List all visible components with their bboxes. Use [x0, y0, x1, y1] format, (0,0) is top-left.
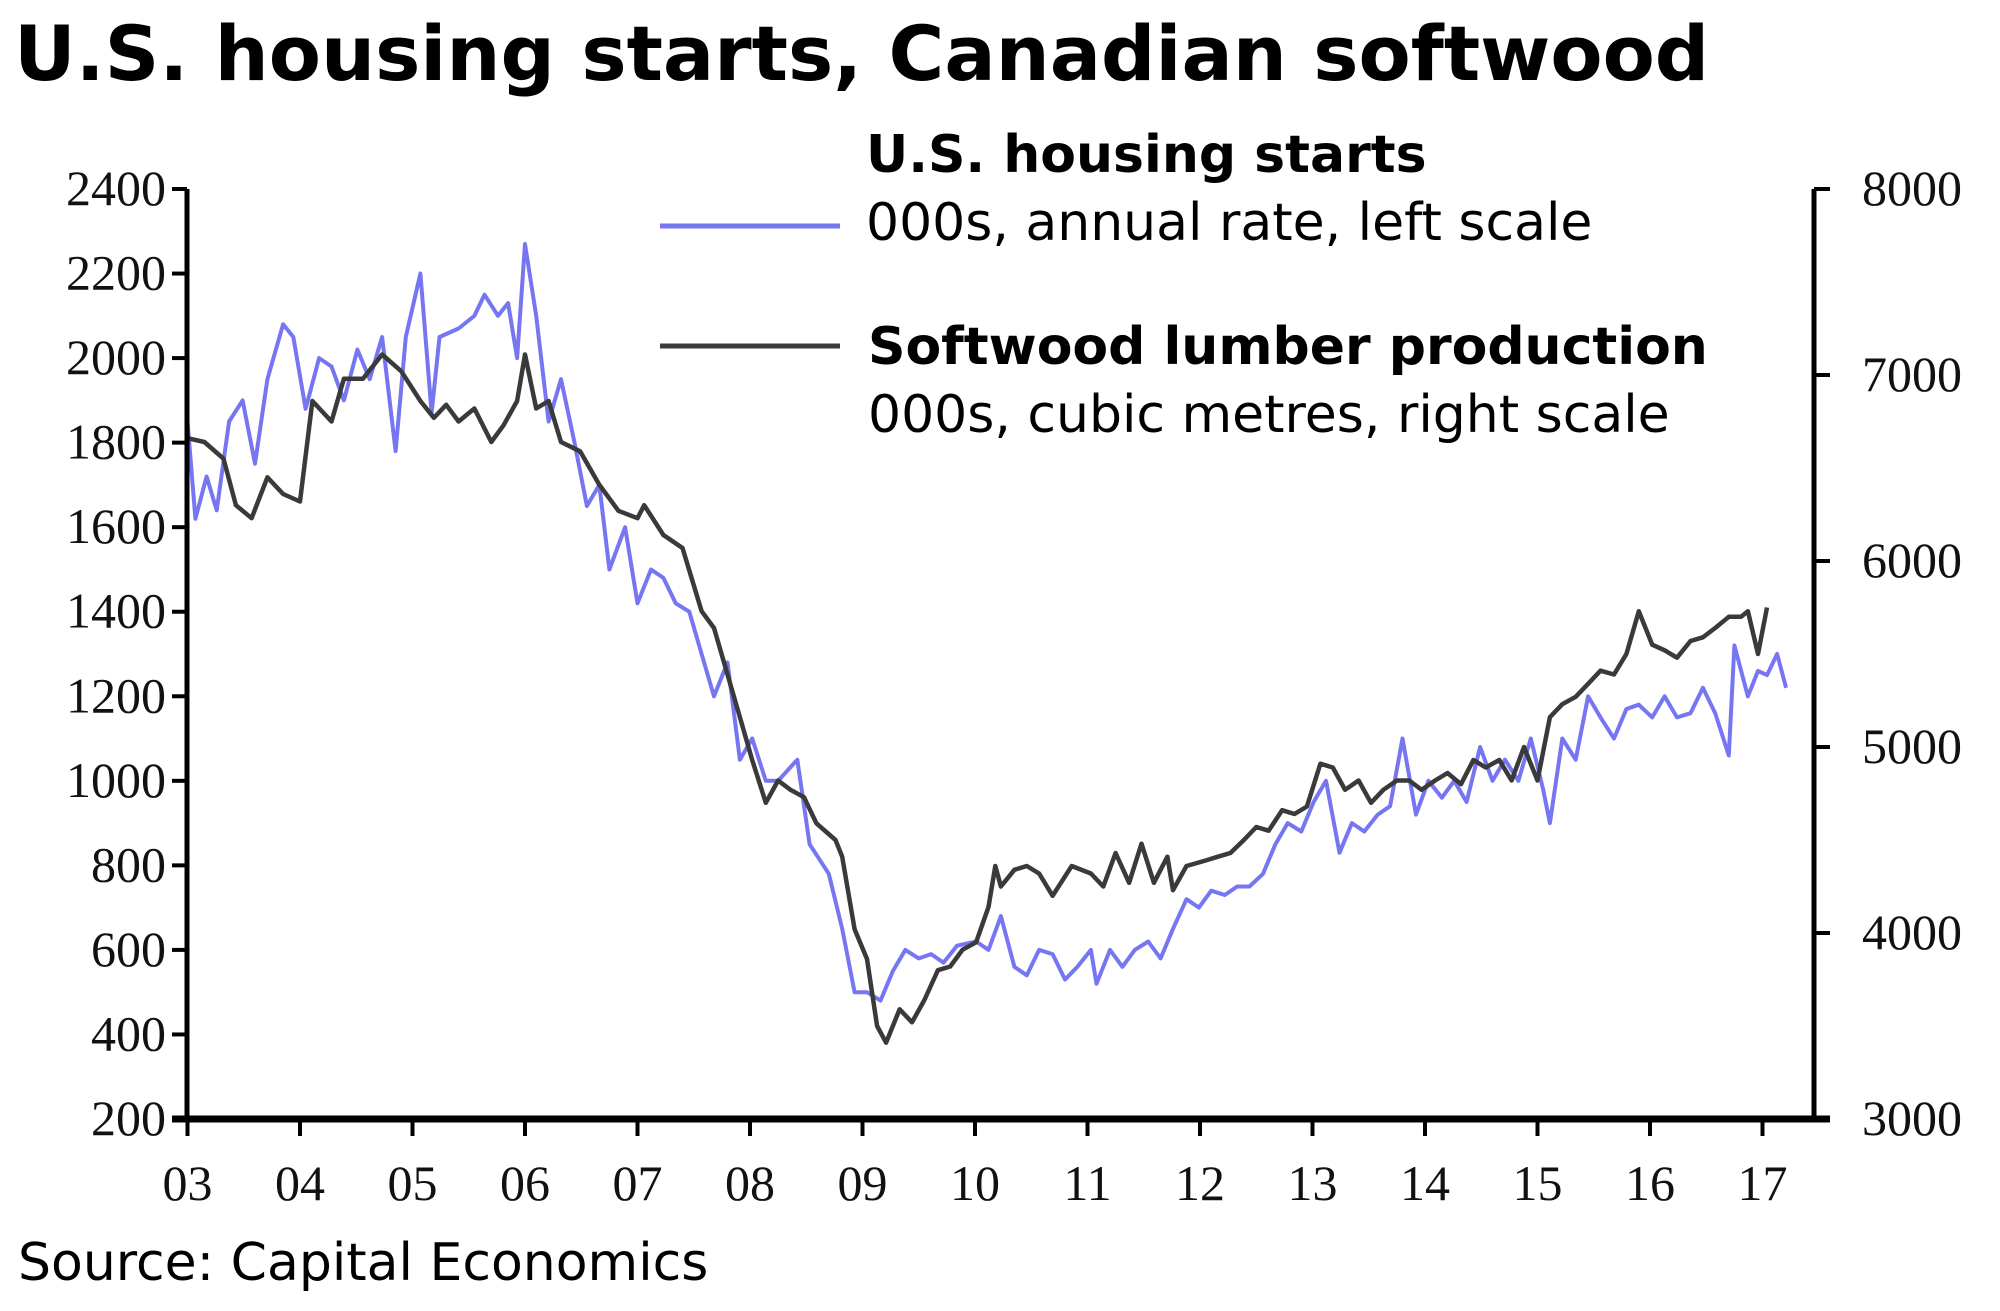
x-tick-label: 12 — [1175, 1155, 1225, 1211]
x-tick-label: 17 — [1738, 1155, 1788, 1211]
axes — [172, 189, 1830, 1123]
x-tick-label: 08 — [725, 1155, 775, 1211]
left-tick-label: 800 — [91, 836, 166, 892]
left-tick-label: 1800 — [66, 414, 166, 470]
x-tick-label: 03 — [163, 1155, 213, 1211]
x-tick-label: 11 — [1063, 1155, 1111, 1211]
left-tick-label: 1200 — [66, 667, 166, 723]
left-tick-label: 1400 — [66, 583, 166, 639]
left-tick-label: 1600 — [66, 498, 166, 554]
x-tick-label: 13 — [1288, 1155, 1338, 1211]
x-tick-label: 05 — [388, 1155, 438, 1211]
legend-title-softwood: Softwood lumber production — [868, 317, 1708, 377]
left-tick-label: 600 — [91, 921, 166, 977]
x-tick-label: 07 — [613, 1155, 663, 1211]
x-tick-label: 14 — [1400, 1155, 1450, 1211]
x-tick-label: 16 — [1625, 1155, 1675, 1211]
right-tick-label: 4000 — [1862, 904, 1962, 960]
x-tick-label: 04 — [275, 1155, 325, 1211]
right-tick-label: 6000 — [1862, 532, 1962, 588]
left-tick-label: 1000 — [66, 752, 166, 808]
legend-subtitle-softwood: 000s, cubic metres, right scale — [868, 385, 1670, 445]
left-tick-label: 400 — [91, 1005, 166, 1061]
chart-title: U.S. housing starts, Canadian softwood — [14, 9, 1709, 98]
legend: U.S. housing starts 000s, annual rate, l… — [660, 125, 1708, 445]
left-tick-label: 2000 — [66, 329, 166, 385]
x-tick-label: 06 — [500, 1155, 550, 1211]
x-tick-label: 10 — [950, 1155, 1000, 1211]
series-lines — [185, 242, 1789, 1045]
x-tick-label: 15 — [1513, 1155, 1563, 1211]
right-tick-label: 5000 — [1862, 718, 1962, 774]
left-tick-label: 2400 — [66, 160, 166, 216]
series-line-softwood-lumber — [187, 352, 1770, 1045]
ticks: 2400 2200 2000 1800 1600 1400 1200 1000 800 600 40… — [66, 160, 1962, 1211]
right-tick-label: 8000 — [1862, 160, 1962, 216]
legend-subtitle-housing: 000s, annual rate, left scale — [866, 193, 1592, 253]
left-tick-label: 200 — [91, 1090, 166, 1146]
right-tick-label: 7000 — [1862, 346, 1962, 402]
right-tick-label: 3000 — [1862, 1090, 1962, 1146]
left-tick-label: 2200 — [66, 245, 166, 301]
legend-title-housing: U.S. housing starts — [866, 125, 1427, 185]
source-note: Source: Capital Economics — [18, 1233, 708, 1293]
x-tick-label: 09 — [838, 1155, 888, 1211]
